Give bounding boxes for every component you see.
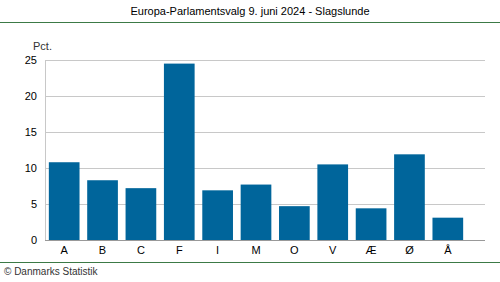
- bar: [87, 180, 118, 240]
- y-tick: 20: [25, 90, 45, 102]
- x-tick-label: F: [176, 244, 183, 256]
- x-tick: Å: [444, 240, 452, 256]
- x-tick: V: [329, 240, 337, 256]
- bars: [49, 64, 463, 240]
- x-tick: O: [290, 240, 299, 256]
- x-tick-label: C: [137, 244, 145, 256]
- y-tick-label: 25: [25, 54, 37, 66]
- annotation: © Danmarks Statistik: [4, 266, 99, 277]
- y-axis-label: Pct.: [33, 40, 52, 52]
- bar: [202, 190, 233, 240]
- grid: [45, 61, 485, 241]
- x-tick: C: [137, 240, 145, 256]
- y-tick-label: 5: [31, 198, 37, 210]
- x-tick-label: Ø: [405, 244, 414, 256]
- grid-line: [45, 60, 485, 61]
- x-tick: F: [176, 240, 183, 256]
- bar: [241, 185, 272, 240]
- y-tick: 10: [25, 162, 45, 174]
- y-tick: 25: [25, 54, 45, 66]
- bar: [49, 162, 80, 240]
- x-tick: A: [61, 240, 69, 256]
- bar: [432, 218, 463, 240]
- x-tick-label: B: [99, 244, 106, 256]
- y-tick: 0: [31, 234, 45, 246]
- y-tick: 15: [25, 126, 45, 138]
- bar: [164, 64, 195, 240]
- title: Europa-Parlamentsvalg 9. juni 2024 - Sla…: [130, 5, 369, 17]
- y-tick-label: 20: [25, 90, 37, 102]
- bar: [317, 164, 348, 240]
- bar: [279, 206, 310, 240]
- chart: Europa-Parlamentsvalg 9. juni 2024 - Sla…: [0, 0, 500, 282]
- x-axis: ABCFIMOVÆØÅ: [45, 240, 485, 256]
- x-tick-label: Æ: [366, 244, 377, 256]
- x-tick: M: [251, 240, 260, 256]
- x-tick: Æ: [366, 240, 377, 256]
- grid-line: [45, 240, 485, 241]
- header-rule: [0, 22, 500, 23]
- x-tick-label: Å: [444, 244, 452, 256]
- y-tick-label: 0: [31, 234, 37, 246]
- bar: [126, 188, 157, 240]
- x-tick-label: M: [251, 244, 260, 256]
- x-tick-label: I: [216, 244, 219, 256]
- x-tick-label: O: [290, 244, 299, 256]
- footer-rule: [0, 262, 500, 263]
- x-axis-line: [45, 240, 485, 241]
- x-tick-label: V: [329, 244, 337, 256]
- y-tick: 5: [31, 198, 45, 210]
- bar: [356, 208, 387, 240]
- bar: [394, 154, 425, 240]
- grid-line: [45, 96, 485, 97]
- y-tick-label: 10: [25, 162, 37, 174]
- grid-line: [45, 132, 485, 133]
- x-tick: Ø: [405, 240, 414, 256]
- x-tick: I: [216, 240, 219, 256]
- x-tick: B: [99, 240, 106, 256]
- y-axis-line: [45, 61, 46, 241]
- y-axis: 0 5 10 15 20 25: [25, 54, 46, 246]
- y-tick-label: 15: [25, 126, 37, 138]
- x-tick-label: A: [61, 244, 69, 256]
